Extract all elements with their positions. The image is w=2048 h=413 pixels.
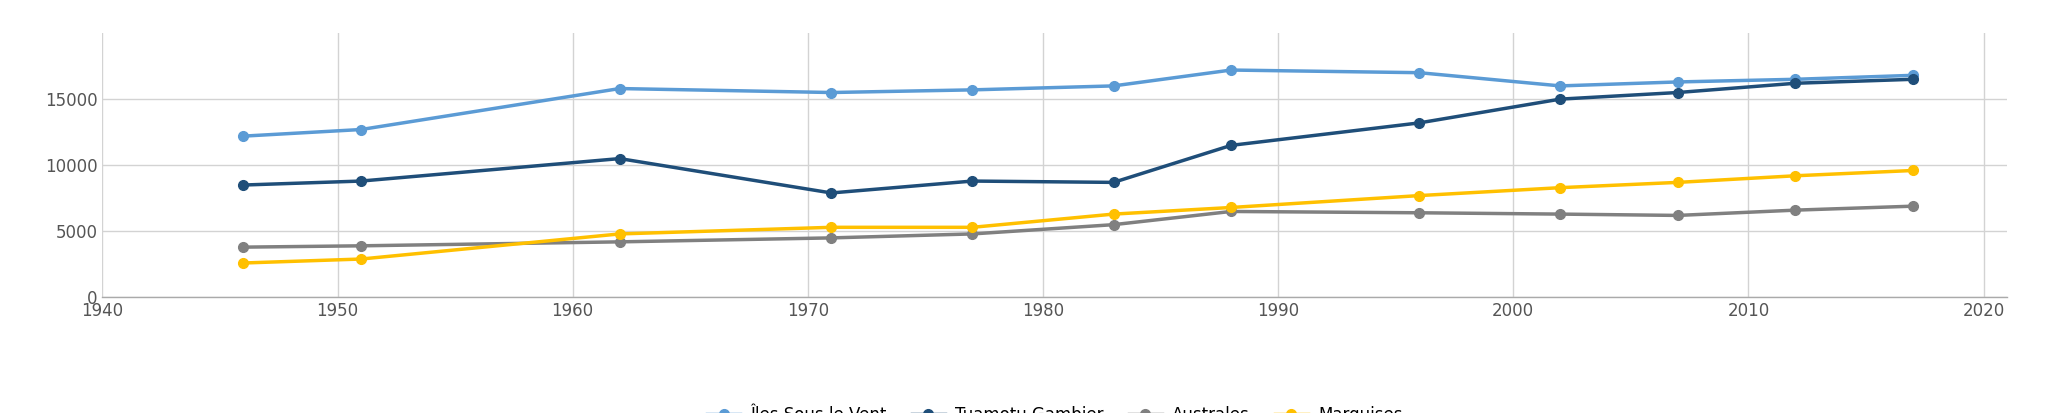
Îles Sous le Vent	[608, 86, 633, 91]
Australes	[1407, 210, 1432, 215]
Tuamotu Gambier	[961, 178, 985, 183]
Marquises	[348, 256, 373, 261]
Îles Sous le Vent	[961, 88, 985, 93]
Tuamotu Gambier	[1784, 81, 1808, 86]
Tuamotu Gambier	[1102, 180, 1126, 185]
Australes	[1784, 208, 1808, 213]
Tuamotu Gambier	[348, 178, 373, 183]
Marquises	[1665, 180, 1690, 185]
Tuamotu Gambier	[1407, 121, 1432, 126]
Tuamotu Gambier	[1901, 77, 1925, 82]
Marquises	[231, 261, 256, 266]
Îles Sous le Vent	[1665, 79, 1690, 84]
Australes	[1665, 213, 1690, 218]
Line: Îles Sous le Vent: Îles Sous le Vent	[240, 65, 1917, 141]
Australes	[231, 244, 256, 249]
Îles Sous le Vent	[231, 134, 256, 139]
Australes	[348, 243, 373, 248]
Îles Sous le Vent	[1219, 68, 1243, 73]
Australes	[961, 231, 985, 236]
Marquises	[1219, 205, 1243, 210]
Îles Sous le Vent	[1548, 83, 1573, 88]
Îles Sous le Vent	[1901, 73, 1925, 78]
Marquises	[1901, 168, 1925, 173]
Marquises	[819, 225, 844, 230]
Line: Tuamotu Gambier: Tuamotu Gambier	[240, 74, 1917, 198]
Australes	[819, 235, 844, 240]
Îles Sous le Vent	[1784, 77, 1808, 82]
Australes	[608, 240, 633, 244]
Tuamotu Gambier	[1665, 90, 1690, 95]
Tuamotu Gambier	[608, 156, 633, 161]
Tuamotu Gambier	[819, 190, 844, 195]
Australes	[1219, 209, 1243, 214]
Marquises	[608, 231, 633, 236]
Marquises	[1102, 211, 1126, 216]
Marquises	[1548, 185, 1573, 190]
Marquises	[1407, 193, 1432, 198]
Australes	[1548, 211, 1573, 216]
Line: Marquises: Marquises	[240, 166, 1917, 268]
Australes	[1102, 222, 1126, 227]
Îles Sous le Vent	[819, 90, 844, 95]
Tuamotu Gambier	[1548, 97, 1573, 102]
Line: Australes: Australes	[240, 201, 1917, 252]
Legend: Îles Sous le Vent, Tuamotu Gambier, Australes, Marquises: Îles Sous le Vent, Tuamotu Gambier, Aust…	[707, 406, 1403, 413]
Îles Sous le Vent	[348, 127, 373, 132]
Tuamotu Gambier	[1219, 143, 1243, 148]
Marquises	[1784, 173, 1808, 178]
Australes	[1901, 204, 1925, 209]
Tuamotu Gambier	[231, 183, 256, 188]
Îles Sous le Vent	[1102, 83, 1126, 88]
Marquises	[961, 225, 985, 230]
Îles Sous le Vent	[1407, 70, 1432, 75]
